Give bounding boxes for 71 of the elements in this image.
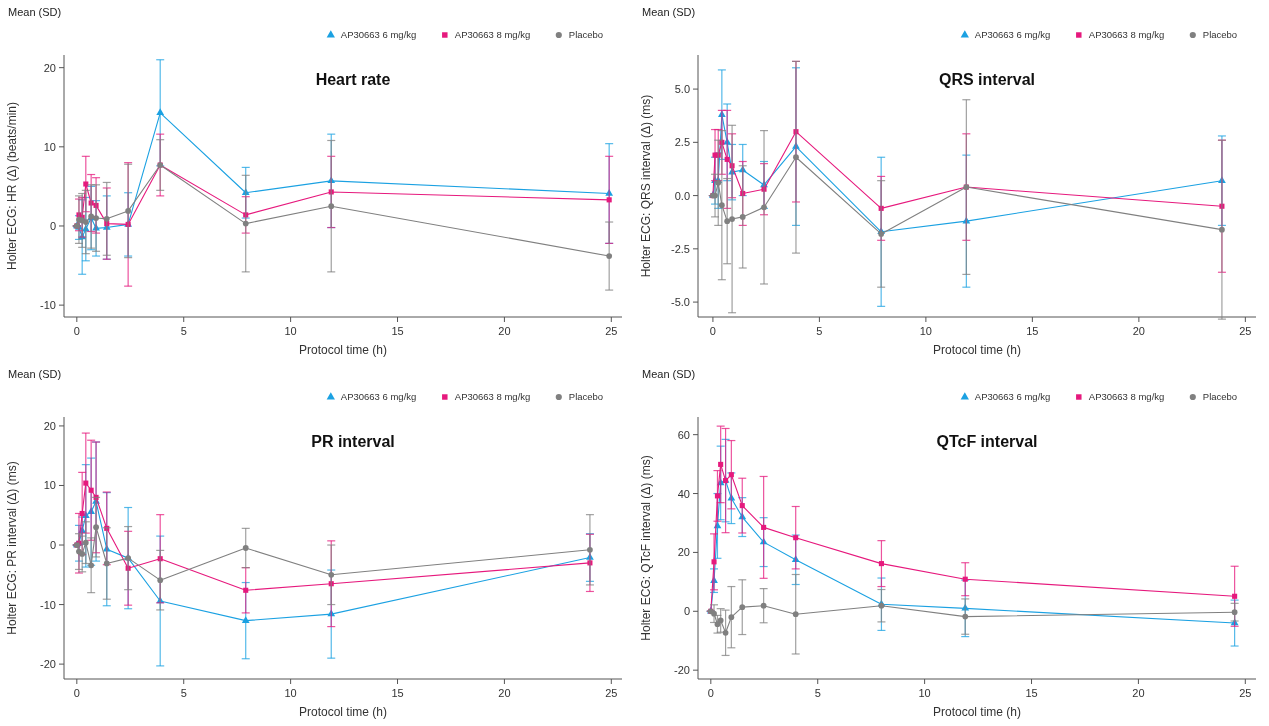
y-tick-label: 10 (43, 479, 56, 492)
y-tick-label: -10 (40, 598, 56, 611)
x-tick-label: 20 (1132, 325, 1145, 337)
x-axis-title: Protocol time (h) (932, 343, 1022, 357)
legend-label: AP30663 6 mg/kg (974, 391, 1051, 402)
y-tick-label: -2.5 (671, 242, 690, 255)
legend-label: Placebo (1202, 29, 1238, 40)
legend-label: AP30663 6 mg/kg (340, 391, 417, 402)
x-tick-label: 10 (919, 325, 933, 337)
x-tick-label: 20 (498, 687, 511, 699)
y-tick-label: 10 (43, 140, 56, 153)
x-tick-label: 15 (391, 687, 404, 699)
y-tick-label: 40 (677, 487, 690, 500)
x-tick-label: 0 (73, 687, 80, 699)
x-axis-title: Protocol time (h) (932, 705, 1022, 719)
y-tick-label: -20 (40, 658, 56, 671)
x-tick-label: 25 (605, 325, 618, 337)
legend-label: AP30663 8 mg/kg (1088, 391, 1165, 402)
x-tick-label: 15 (391, 325, 404, 337)
x-tick-label: 15 (1025, 687, 1038, 699)
text: Heart rate (315, 71, 391, 88)
legend-label: AP30663 8 mg/kg (454, 29, 531, 40)
y-tick-label: 20 (677, 546, 690, 559)
y-axis-title: Holter ECG: HR (Δ) (beats/min) (5, 101, 19, 271)
y-axis-title: Holter ECG: QRS interval (Δ) (ms) (639, 94, 653, 278)
y-tick-label: 20 (43, 419, 56, 432)
x-tick-label: 10 (284, 325, 297, 337)
legend-label: Placebo (1202, 391, 1238, 402)
y-axis-title: Holter ECG: PR interval (Δ) (ms) (5, 461, 19, 635)
x-tick-label: 10 (918, 687, 931, 699)
y-tick-label: 0 (49, 539, 56, 552)
x-tick-label: 0 (707, 687, 714, 699)
y-tick-label: 0 (683, 605, 690, 618)
x-tick-label: 0 (709, 325, 716, 337)
x-tick-label: 5 (814, 687, 821, 699)
text: PR interval (311, 433, 395, 450)
x-axis-title: Protocol time (h) (298, 705, 388, 719)
x-tick-label: 0 (73, 325, 80, 337)
x-tick-label: 20 (498, 325, 511, 337)
x-tick-label: 5 (180, 325, 187, 337)
x-tick-label: 5 (180, 687, 187, 699)
y-tick-label: 60 (677, 428, 690, 441)
x-tick-label: 25 (1239, 325, 1252, 337)
text: Mean (SD) (8, 368, 62, 380)
legend-label: AP30663 8 mg/kg (1088, 29, 1165, 40)
y-tick-label: 5.0 (674, 83, 690, 96)
y-tick-label: 20 (43, 61, 56, 74)
legend-label: Placebo (568, 391, 604, 402)
text: Mean (SD) (642, 6, 696, 18)
y-tick-label: 2.5 (674, 136, 690, 149)
x-tick-label: 20 (1132, 687, 1145, 699)
x-tick-label: 25 (1239, 687, 1252, 699)
text: Mean (SD) (642, 368, 696, 380)
x-tick-label: 5 (816, 325, 823, 337)
y-tick-label: -20 (674, 664, 690, 677)
text: QRS interval (938, 71, 1036, 88)
x-axis-title: Protocol time (h) (298, 343, 388, 357)
y-tick-label: -10 (40, 299, 56, 312)
text: Mean (SD) (8, 6, 62, 18)
x-tick-label: 10 (284, 687, 297, 699)
x-tick-label: 25 (605, 687, 618, 699)
legend-label: AP30663 6 mg/kg (340, 29, 417, 40)
y-tick-label: 0 (49, 219, 56, 232)
y-axis-title: Holter ECG: QTcF interval (Δ) (ms) (639, 455, 653, 641)
y-tick-label: 0.0 (674, 189, 690, 202)
x-tick-label: 15 (1026, 325, 1039, 337)
y-tick-label: -5.0 (671, 296, 690, 309)
legend-label: Placebo (568, 29, 604, 40)
text: QTcF interval (936, 433, 1038, 450)
legend-label: AP30663 6 mg/kg (974, 29, 1051, 40)
legend-label: AP30663 8 mg/kg (454, 391, 531, 402)
